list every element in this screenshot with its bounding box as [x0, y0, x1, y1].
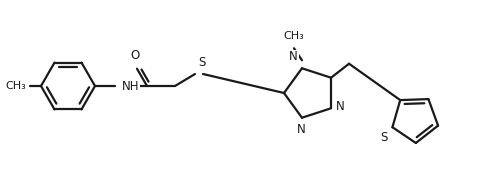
Text: NH: NH	[122, 79, 140, 92]
Text: S: S	[198, 56, 205, 69]
Text: O: O	[131, 49, 140, 62]
Text: CH₃: CH₃	[5, 81, 26, 91]
Text: N: N	[336, 100, 345, 113]
Text: CH₃: CH₃	[284, 31, 304, 41]
Text: N: N	[289, 50, 298, 63]
Text: N: N	[297, 123, 305, 136]
Text: S: S	[380, 131, 387, 144]
